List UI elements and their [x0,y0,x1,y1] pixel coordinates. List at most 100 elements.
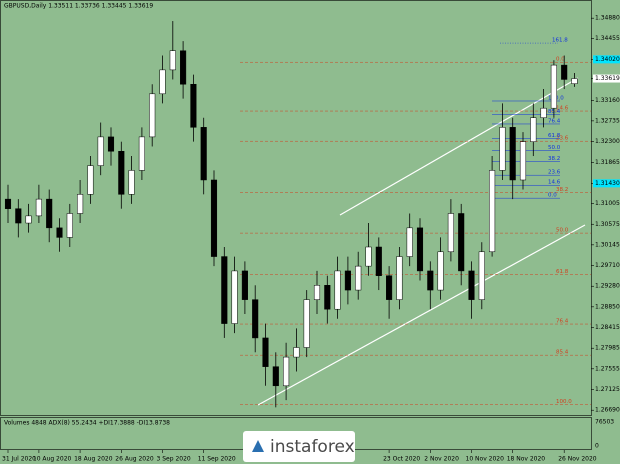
candle-body [210,179,218,257]
candle-body [416,227,424,272]
logo-box [243,431,355,462]
logo-icon [252,440,264,452]
candle-body [77,194,84,214]
candle-body [478,251,485,300]
candle-body [571,78,578,84]
candle-body [447,213,454,253]
indicator-tick-label: 76503 [595,419,614,426]
indicator-tick-label: 0 [595,443,599,450]
y-tick-label: 1.26690 [595,407,620,414]
candle-body [499,127,506,171]
y-tick-label: 1.32735 [595,117,620,124]
x-tick-label: 18 Aug 2020 [74,456,113,463]
price-box [593,55,620,64]
x-tick-label: 26 Aug 2020 [115,456,154,463]
chart-title: GBPUSD,Daily 1.33511 1.33736 1.33445 1.3… [4,3,153,10]
y-tick-label: 1.34880 [595,15,620,22]
y-tick-label: 1.27125 [595,386,620,393]
candle-body [355,265,362,291]
candle-body [128,170,135,195]
candle-body [334,270,341,310]
y-tick-label: 1.29280 [595,283,620,290]
candle-body [427,270,434,291]
candle-body [15,208,22,224]
candle-body [293,347,300,358]
y-tick-label: 1.34020 [595,56,620,63]
fib-label: 0.0 [556,57,565,63]
candle-body [313,285,321,300]
candle-body [107,136,115,152]
candle-body [241,270,248,300]
y-tick-label: 1.30145 [595,241,620,248]
fib-label: 14.6 [556,106,569,112]
fib-label: 161.8 [552,38,568,44]
y-tick-label: 1.31865 [595,159,620,166]
candle-body [149,93,156,138]
x-tick-label: 23 Oct 2020 [383,456,420,463]
fib-label: 76.4 [548,118,561,124]
x-tick-label: 2 Nov 2020 [424,456,459,463]
price-box [593,179,620,188]
candle-body [283,356,290,387]
x-tick-label: 31 Jul 2020 [2,456,36,463]
indicator-title: Volumes 4848 ADX(8) 55.2434 +DI17.3888 -… [4,420,170,427]
fib-label: 50.0 [556,228,569,234]
candle-body [97,136,104,166]
candle-body [262,337,269,367]
fib-label: 23.6 [556,136,569,142]
fib-label: 85.4 [548,109,561,115]
fib-label: 50.0 [548,145,561,151]
candle-body [272,366,279,387]
candle-body [56,227,63,238]
candle-body [540,107,547,119]
candle-body [303,299,310,348]
candle-body [159,69,166,95]
x-tick-label: 3 Sep 2020 [157,456,191,463]
x-tick-label: 18 Nov 2020 [507,456,546,463]
candle-body [118,151,125,195]
candle-body [519,141,527,181]
candle-body [458,213,465,272]
candle-body [87,165,94,195]
y-tick-label: 1.31005 [595,200,620,207]
y-tick-label: 1.27985 [595,345,620,352]
candle-body [324,285,331,310]
y-tick-label: 1.27555 [595,365,620,372]
candle-body [344,270,351,291]
candle-body [169,50,176,71]
candle-body [138,136,145,171]
candle-body [509,127,516,181]
candle-body [406,227,413,257]
fib-label: 61.8 [548,133,561,139]
y-tick-label: 1.32300 [595,138,620,145]
y-tick-label: 1.29710 [595,262,620,269]
candle-body [252,299,259,339]
y-tick-label: 1.33619 [595,75,620,82]
candle-body [66,213,73,238]
candle-body [437,251,444,291]
candle-body [396,256,403,300]
x-tick-label: 26 Nov 2020 [558,456,597,463]
y-tick-label: 1.33160 [595,97,620,104]
candle-body [550,64,557,109]
candle-body [561,64,568,80]
candle-body [530,117,537,142]
channel-lower [257,224,586,406]
fib-label: 0.0 [548,193,557,199]
candle-body [375,246,382,276]
x-tick-label: 11 Sep 2020 [198,456,236,463]
y-tick-label: 1.28415 [595,324,620,331]
candle-body [386,275,393,300]
candle-body [190,83,197,128]
fib-label: 61.8 [556,269,569,275]
y-tick-label: 1.30575 [595,221,620,228]
price-box [593,74,620,83]
x-tick-label: 10 Nov 2020 [466,456,505,463]
main-layer: 1.34880 1.34455 1.34020 1.33619 1.33160 1.327… [2,15,620,463]
fib-label: 23.6 [548,170,561,176]
y-tick-label: 1.28850 [595,303,620,310]
candle-body [468,270,475,300]
candle-body [46,198,53,229]
